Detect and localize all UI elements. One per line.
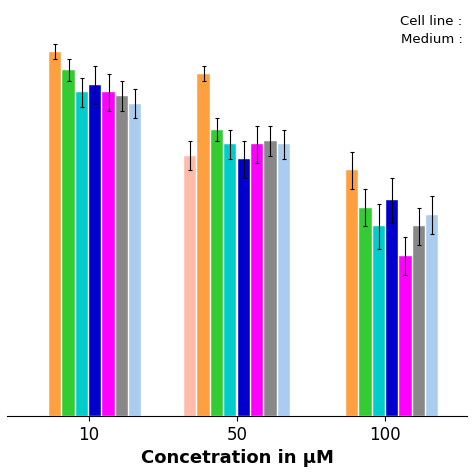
Bar xyxy=(413,226,425,416)
X-axis label: Concetration in μM: Concetration in μM xyxy=(141,449,333,467)
Bar xyxy=(184,155,196,416)
Text: Cell line :
Medium :: Cell line : Medium : xyxy=(401,15,463,46)
Bar xyxy=(102,92,115,416)
Bar xyxy=(76,92,88,416)
Bar xyxy=(211,129,223,416)
Bar xyxy=(89,85,101,416)
Bar xyxy=(373,226,385,416)
Bar xyxy=(63,70,75,416)
Bar xyxy=(237,159,250,416)
Bar xyxy=(224,145,237,416)
Bar xyxy=(386,200,398,416)
Bar xyxy=(264,141,276,416)
Bar xyxy=(129,104,141,416)
Bar xyxy=(426,215,438,416)
Bar xyxy=(49,52,61,416)
Bar xyxy=(198,74,210,416)
Bar xyxy=(346,171,358,416)
Bar xyxy=(251,145,263,416)
Bar xyxy=(278,145,290,416)
Bar xyxy=(399,256,411,416)
Bar xyxy=(116,96,128,416)
Bar xyxy=(359,208,372,416)
